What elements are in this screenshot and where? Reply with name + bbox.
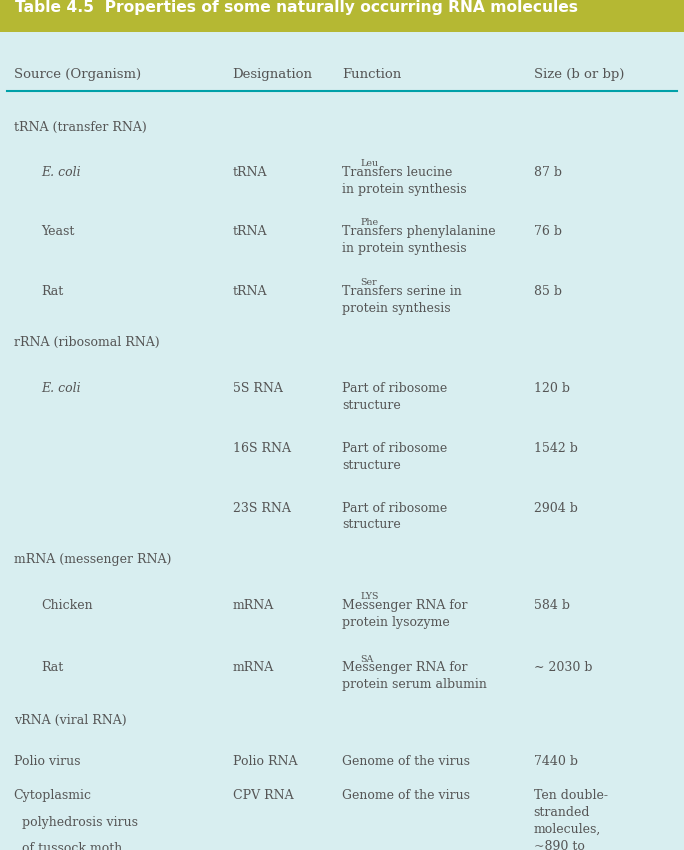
- Text: Rat: Rat: [41, 661, 64, 674]
- Text: of tussock moth: of tussock moth: [14, 842, 122, 850]
- Text: vRNA (viral RNA): vRNA (viral RNA): [14, 714, 127, 727]
- Text: rRNA (ribosomal RNA): rRNA (ribosomal RNA): [14, 336, 159, 348]
- Text: Size (b or bp): Size (b or bp): [534, 68, 624, 81]
- Text: polyhedrosis virus: polyhedrosis virus: [14, 816, 137, 829]
- Text: mRNA (messenger RNA): mRNA (messenger RNA): [14, 552, 171, 565]
- Text: 7440 b: 7440 b: [534, 755, 577, 768]
- Text: Cytoplasmic: Cytoplasmic: [14, 789, 92, 802]
- Text: tRNA: tRNA: [233, 166, 267, 178]
- Text: 87 b: 87 b: [534, 166, 562, 178]
- Text: Yeast: Yeast: [41, 225, 75, 238]
- Text: 120 b: 120 b: [534, 382, 570, 395]
- Text: Messenger RNA for
protein serum albumin: Messenger RNA for protein serum albumin: [342, 661, 487, 691]
- Text: LYS: LYS: [360, 592, 379, 602]
- Bar: [0, 0, 684, 32]
- Text: SA: SA: [360, 654, 374, 664]
- Text: Ser: Ser: [360, 278, 378, 287]
- Text: Transfers leucine
in protein synthesis: Transfers leucine in protein synthesis: [342, 166, 466, 196]
- Text: tRNA: tRNA: [233, 225, 267, 238]
- Text: 23S RNA: 23S RNA: [233, 502, 291, 514]
- Text: tRNA (transfer RNA): tRNA (transfer RNA): [14, 121, 146, 133]
- Text: Table 4.5  Properties of some naturally occurring RNA molecules: Table 4.5 Properties of some naturally o…: [15, 0, 578, 15]
- Text: Transfers phenylalanine
in protein synthesis: Transfers phenylalanine in protein synth…: [342, 225, 496, 255]
- Text: 76 b: 76 b: [534, 225, 562, 238]
- Text: Source (Organism): Source (Organism): [14, 68, 141, 81]
- Text: CPV RNA: CPV RNA: [233, 789, 293, 802]
- Text: 2904 b: 2904 b: [534, 502, 577, 514]
- Text: Messenger RNA for
protein lysozyme: Messenger RNA for protein lysozyme: [342, 599, 467, 629]
- Text: 16S RNA: 16S RNA: [233, 442, 291, 455]
- Text: 1542 b: 1542 b: [534, 442, 577, 455]
- Text: Transfers serine in
protein synthesis: Transfers serine in protein synthesis: [342, 285, 462, 314]
- Text: Part of ribosome
structure: Part of ribosome structure: [342, 502, 447, 531]
- Text: Part of ribosome
structure: Part of ribosome structure: [342, 442, 447, 472]
- Text: Chicken: Chicken: [41, 599, 92, 612]
- Text: tRNA: tRNA: [233, 285, 267, 297]
- Text: Leu: Leu: [360, 159, 379, 168]
- Text: Polio virus: Polio virus: [14, 755, 80, 768]
- Text: ∼ 2030 b: ∼ 2030 b: [534, 661, 592, 674]
- Text: Phe: Phe: [360, 218, 379, 228]
- Text: Designation: Designation: [233, 68, 313, 81]
- Text: 85 b: 85 b: [534, 285, 562, 297]
- Text: Ten double-
stranded
molecules,
~890 to
~5150 bp: Ten double- stranded molecules, ~890 to …: [534, 789, 607, 850]
- Text: mRNA: mRNA: [233, 661, 274, 674]
- Text: mRNA: mRNA: [233, 599, 274, 612]
- Text: Rat: Rat: [41, 285, 64, 297]
- Text: Part of ribosome
structure: Part of ribosome structure: [342, 382, 447, 412]
- Text: Genome of the virus: Genome of the virus: [342, 755, 470, 768]
- Text: E. coli: E. coli: [41, 382, 81, 395]
- Text: Polio RNA: Polio RNA: [233, 755, 297, 768]
- Text: Genome of the virus: Genome of the virus: [342, 789, 470, 802]
- Text: 584 b: 584 b: [534, 599, 570, 612]
- Text: Function: Function: [342, 68, 402, 81]
- Text: E. coli: E. coli: [41, 166, 81, 178]
- Text: 5S RNA: 5S RNA: [233, 382, 282, 395]
